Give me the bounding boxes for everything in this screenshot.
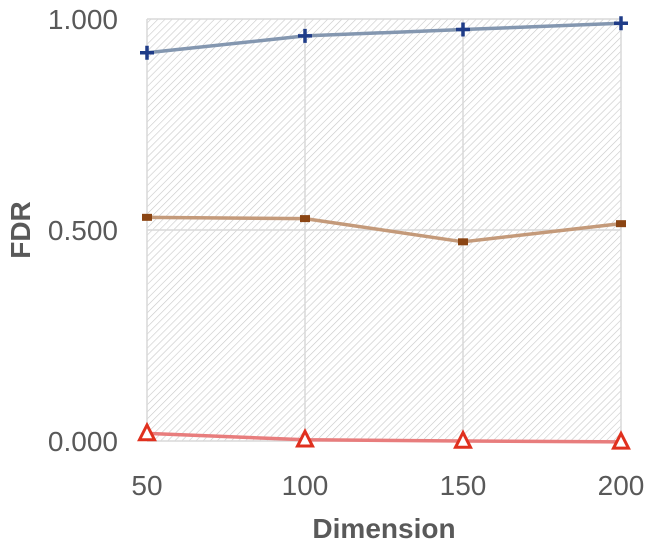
y-tick-label: 1.000 (48, 4, 118, 35)
y-axis-title: FDR (5, 201, 36, 259)
dash-marker (300, 215, 310, 223)
series-dash (142, 213, 626, 246)
x-tick-labels: 50 100 150 200 (131, 470, 644, 501)
triangle-marker (453, 429, 473, 449)
x-tick-label: 150 (440, 470, 487, 501)
x-axis-title: Dimension (312, 513, 455, 544)
series-line (145, 21, 623, 55)
series-line (145, 215, 623, 244)
triangle-marker (295, 428, 315, 448)
series-plus (140, 16, 628, 60)
dash-marker (142, 213, 152, 221)
dash-marker (616, 220, 626, 228)
x-tick-label: 100 (282, 470, 329, 501)
triangle-marker (137, 421, 157, 442)
plus-marker (614, 16, 628, 31)
plus-marker (298, 28, 312, 43)
dash-marker (458, 238, 468, 246)
plus-marker (140, 45, 154, 60)
y-tick-label: 0.500 (48, 215, 118, 246)
series-line (145, 431, 623, 444)
y-tick-labels: 0.000 0.500 1.000 (48, 4, 118, 457)
triangle-marker (611, 430, 631, 450)
y-tick-label: 0.000 (48, 426, 118, 457)
x-tick-label: 200 (598, 470, 645, 501)
series-triangle (137, 421, 631, 450)
series-group (137, 16, 631, 450)
x-tick-label: 50 (131, 470, 162, 501)
plus-marker (456, 22, 470, 37)
